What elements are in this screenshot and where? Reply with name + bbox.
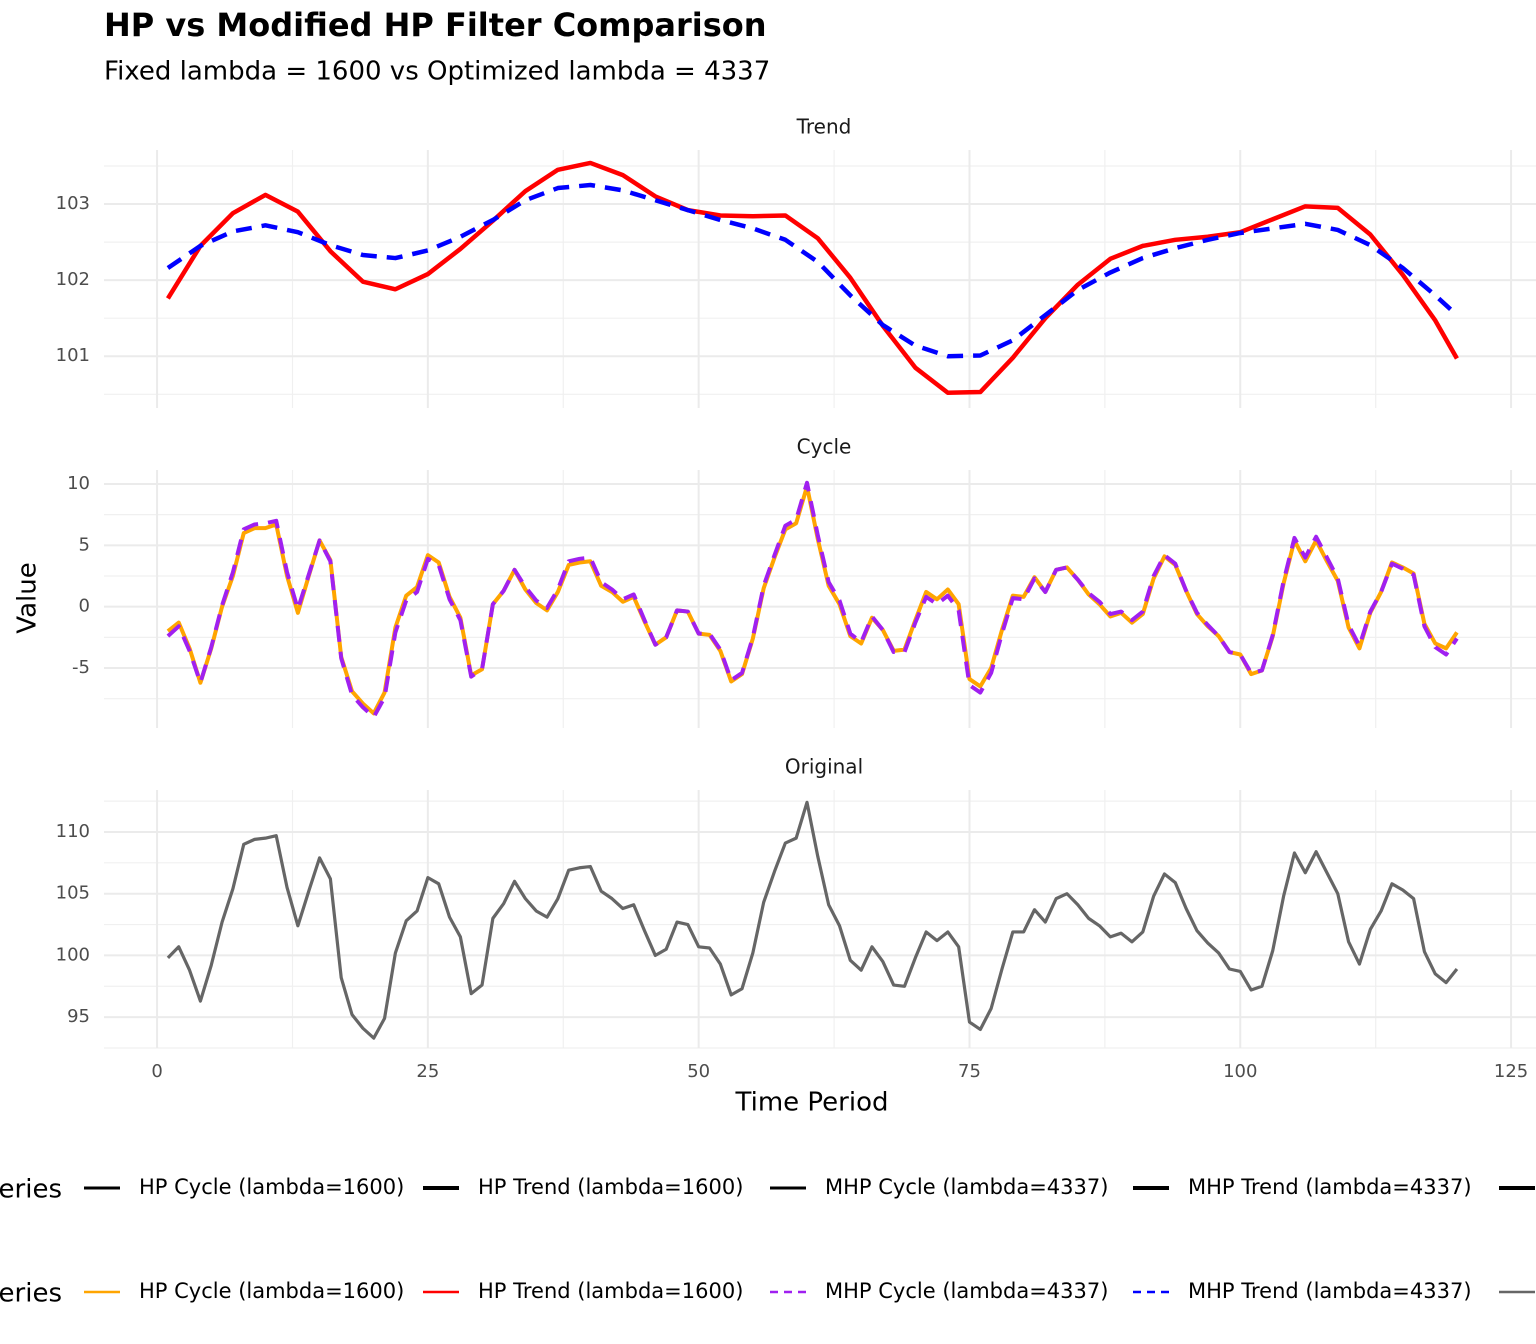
legend-label: MHP Cycle (lambda=4337)	[825, 1279, 1108, 1303]
x-tick-label: 25	[416, 1061, 439, 1082]
legend-label: HP Cycle (lambda=1600)	[139, 1175, 404, 1199]
x-tick-label: 0	[151, 1061, 162, 1082]
legend-title: Series	[0, 1175, 62, 1205]
legend-label: MHP Trend (lambda=4337)	[1188, 1175, 1472, 1199]
x-tick-label: 125	[1494, 1061, 1528, 1082]
y-tick-label: -5	[72, 657, 90, 678]
legend-label: HP Trend (lambda=1600)	[478, 1175, 743, 1199]
series-line	[166, 182, 1459, 359]
y-tick-label: 105	[56, 883, 90, 904]
chart-subtitle: Fixed lambda = 1600 vs Optimized lambda …	[104, 57, 770, 87]
y-tick-label: 100	[56, 944, 90, 965]
x-axis-title: Time Period	[735, 1088, 889, 1118]
series-line	[165, 160, 1459, 396]
panel-title: Cycle	[797, 435, 852, 459]
y-tick-label: 0	[79, 596, 90, 617]
x-tick-label: 50	[687, 1061, 710, 1082]
legend-label: HP Trend (lambda=1600)	[478, 1279, 743, 1303]
y-tick-label: 101	[56, 345, 90, 366]
x-tick-label: 100	[1223, 1061, 1257, 1082]
y-axis-title: Value	[13, 562, 43, 633]
y-tick-label: 5	[79, 534, 90, 555]
legend-label: MHP Cycle (lambda=4337)	[825, 1175, 1108, 1199]
series-line	[166, 484, 1459, 716]
y-tick-label: 103	[56, 193, 90, 214]
panel-title: Trend	[796, 115, 852, 139]
y-tick-label: 110	[56, 821, 90, 842]
x-tick-label: 75	[958, 1061, 981, 1082]
series-line	[166, 480, 1459, 720]
chart-title: HP vs Modified HP Filter Comparison	[104, 6, 767, 44]
legend-title: Series	[0, 1279, 62, 1309]
panel-title: Original	[785, 755, 863, 779]
legend-label: MHP Trend (lambda=4337)	[1188, 1279, 1472, 1303]
y-tick-label: 95	[67, 1006, 90, 1027]
legend-label: HP Cycle (lambda=1600)	[139, 1279, 404, 1303]
y-tick-label: 102	[56, 269, 90, 290]
y-tick-label: 10	[67, 473, 90, 494]
series-line	[166, 800, 1459, 1040]
